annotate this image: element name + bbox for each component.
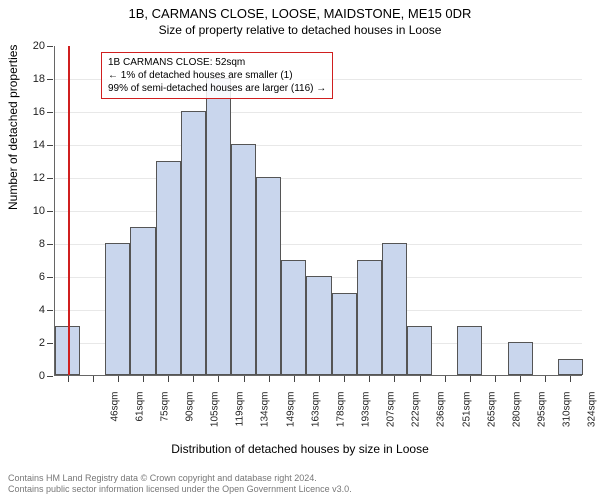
property-marker-line <box>68 46 70 375</box>
annotation-box: 1B CARMANS CLOSE: 52sqm← 1% of detached … <box>101 52 333 99</box>
histogram-bar <box>332 293 357 376</box>
x-tick-label: 119sqm <box>235 392 246 442</box>
x-tick-label: 90sqm <box>185 392 196 442</box>
x-tick-label: 222sqm <box>411 392 422 442</box>
x-tick-label: 134sqm <box>260 392 271 442</box>
y-tick-label: 4 <box>21 304 45 316</box>
x-tick-label: 207sqm <box>386 392 397 442</box>
histogram-bar <box>206 78 231 375</box>
y-tick-label: 2 <box>21 337 45 349</box>
x-tick-label: 236sqm <box>436 392 447 442</box>
y-tick-label: 16 <box>21 106 45 118</box>
histogram-bar <box>508 342 533 375</box>
x-tick-label: 295sqm <box>537 392 548 442</box>
x-axis-label: Distribution of detached houses by size … <box>0 442 600 456</box>
histogram-bar <box>407 326 432 376</box>
footer-attribution: Contains HM Land Registry data © Crown c… <box>8 473 592 496</box>
histogram-bar <box>306 276 331 375</box>
y-tick-label: 10 <box>21 205 45 217</box>
x-tick-label: 265sqm <box>486 392 497 442</box>
chart-area: 0246810121416182046sqm61sqm75sqm90sqm105… <box>54 46 582 376</box>
x-tick-label: 46sqm <box>109 392 120 442</box>
y-tick-label: 14 <box>21 139 45 151</box>
histogram-bar <box>457 326 482 376</box>
x-tick-label: 178sqm <box>335 392 346 442</box>
annotation-line: 99% of semi-detached houses are larger (… <box>108 82 326 95</box>
annotation-line: ← 1% of detached houses are smaller (1) <box>108 69 326 82</box>
chart-title: 1B, CARMANS CLOSE, LOOSE, MAIDSTONE, ME1… <box>0 0 600 21</box>
x-tick-label: 105sqm <box>210 392 221 442</box>
x-tick-label: 75sqm <box>159 392 170 442</box>
histogram-bar <box>256 177 281 375</box>
chart-subtitle: Size of property relative to detached ho… <box>0 21 600 37</box>
x-tick-label: 251sqm <box>461 392 472 442</box>
y-tick-label: 8 <box>21 238 45 250</box>
x-tick-label: 324sqm <box>587 392 598 442</box>
annotation-line: 1B CARMANS CLOSE: 52sqm <box>108 56 326 69</box>
x-tick-label: 61sqm <box>134 392 145 442</box>
y-tick-label: 18 <box>21 73 45 85</box>
histogram-bar <box>156 161 181 376</box>
histogram-bar <box>231 144 256 375</box>
x-tick-label: 310sqm <box>562 392 573 442</box>
footer-line: Contains public sector information licen… <box>8 484 592 496</box>
y-tick-label: 6 <box>21 271 45 283</box>
histogram-bar <box>558 359 583 376</box>
x-tick-label: 280sqm <box>511 392 522 442</box>
x-tick-label: 163sqm <box>310 392 321 442</box>
histogram-bar <box>382 243 407 375</box>
footer-line: Contains HM Land Registry data © Crown c… <box>8 473 592 485</box>
histogram-bar <box>105 243 130 375</box>
histogram-bar <box>181 111 206 375</box>
y-axis-label: Number of detached properties <box>6 45 20 210</box>
y-tick-label: 0 <box>21 370 45 382</box>
x-tick-label: 193sqm <box>361 392 372 442</box>
histogram-bar <box>130 227 155 376</box>
histogram-bar <box>357 260 382 376</box>
y-tick-label: 20 <box>21 40 45 52</box>
y-tick-label: 12 <box>21 172 45 184</box>
histogram-bar <box>281 260 306 376</box>
x-tick-label: 149sqm <box>285 392 296 442</box>
